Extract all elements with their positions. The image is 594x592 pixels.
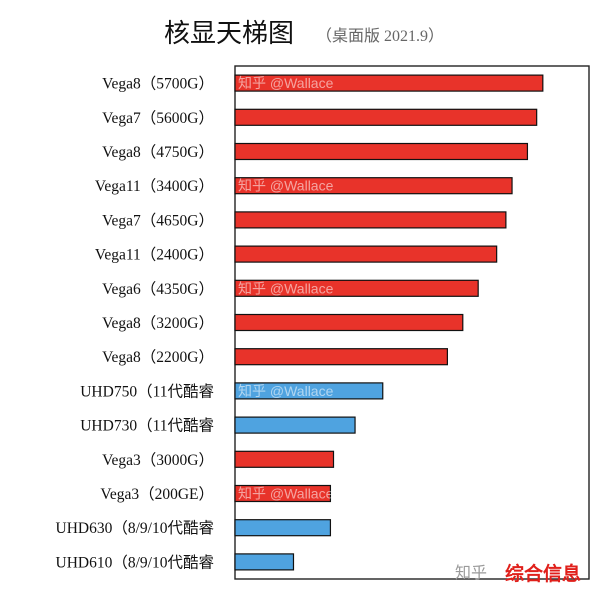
watermark-text: 知乎 @Wallace — [238, 75, 334, 91]
bar — [234, 108, 538, 126]
category-label: Vega3（3000G） — [102, 452, 214, 469]
bar — [234, 245, 498, 263]
plot-area: Vega8（5700G） 知乎 @Wallace Vega7（5600G） Vega8… — [56, 65, 590, 580]
category-label: UHD730（11代酷睿 — [80, 417, 214, 435]
bar — [234, 416, 356, 434]
category-label: Vega8（4750G） — [102, 144, 214, 161]
bar — [234, 382, 384, 400]
category-label: Vega8（2200G） — [102, 349, 214, 366]
chart-subtitle: （桌面版 2021.9） — [316, 27, 444, 45]
bar — [234, 484, 332, 503]
category-label: Vega7（4650G） — [102, 212, 214, 229]
bar — [234, 279, 479, 297]
bar — [234, 177, 513, 195]
bar — [234, 519, 332, 537]
chart-title: 核显天梯图 — [164, 19, 294, 49]
category-label: Vega7（5600G） — [102, 110, 214, 127]
category-label: Vega3（200GE） — [100, 486, 214, 503]
watermark-text: 知乎 @Wallace — [238, 486, 334, 502]
category-label: Vega11（3400G） — [95, 178, 214, 195]
category-label: Vega8（3200G） — [102, 315, 214, 332]
bar — [234, 142, 529, 161]
bar — [234, 553, 295, 571]
bar — [234, 74, 544, 92]
category-label: Vega6（4350G） — [102, 281, 214, 298]
watermark-text: 知乎 @Wallace — [238, 280, 334, 296]
bar — [234, 348, 448, 366]
category-label: UHD630（8/9/10代酷睿 — [56, 519, 214, 537]
watermark-text: 知乎 @Wallace — [238, 383, 334, 399]
corner-watermark-text: 知乎 — [455, 564, 487, 582]
category-label: UHD610（8/9/10代酷睿 — [56, 553, 214, 571]
bar — [234, 313, 464, 332]
category-label: UHD750（11代酷睿 — [80, 382, 214, 400]
bar — [234, 450, 335, 468]
category-label: Vega11（2400G） — [95, 247, 214, 264]
category-label: Vega8（5700G） — [102, 76, 214, 93]
corner-brand-text: 综合信息 — [505, 562, 581, 585]
bar — [234, 211, 507, 229]
watermark-text: 知乎 @Wallace — [238, 178, 334, 194]
